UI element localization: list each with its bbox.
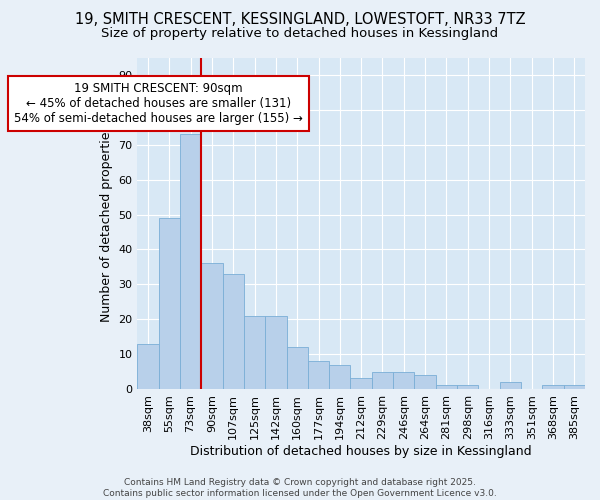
Bar	[201, 264, 223, 389]
Bar	[436, 386, 457, 389]
Bar	[372, 372, 393, 389]
Bar	[308, 361, 329, 389]
Bar	[350, 378, 372, 389]
Bar	[329, 364, 350, 389]
Bar	[542, 386, 563, 389]
X-axis label: Distribution of detached houses by size in Kessingland: Distribution of detached houses by size …	[190, 444, 532, 458]
Bar	[180, 134, 201, 389]
Bar	[415, 375, 436, 389]
Bar	[137, 344, 158, 389]
Bar	[393, 372, 415, 389]
Bar	[563, 386, 585, 389]
Bar	[158, 218, 180, 389]
Bar	[223, 274, 244, 389]
Text: Size of property relative to detached houses in Kessingland: Size of property relative to detached ho…	[101, 28, 499, 40]
Bar	[457, 386, 478, 389]
Bar	[244, 316, 265, 389]
Y-axis label: Number of detached properties: Number of detached properties	[100, 124, 113, 322]
Text: 19 SMITH CRESCENT: 90sqm
← 45% of detached houses are smaller (131)
54% of semi-: 19 SMITH CRESCENT: 90sqm ← 45% of detach…	[14, 82, 303, 125]
Bar	[500, 382, 521, 389]
Text: 19, SMITH CRESCENT, KESSINGLAND, LOWESTOFT, NR33 7TZ: 19, SMITH CRESCENT, KESSINGLAND, LOWESTO…	[74, 12, 526, 28]
Bar	[265, 316, 287, 389]
Text: Contains HM Land Registry data © Crown copyright and database right 2025.
Contai: Contains HM Land Registry data © Crown c…	[103, 478, 497, 498]
Bar	[287, 347, 308, 389]
